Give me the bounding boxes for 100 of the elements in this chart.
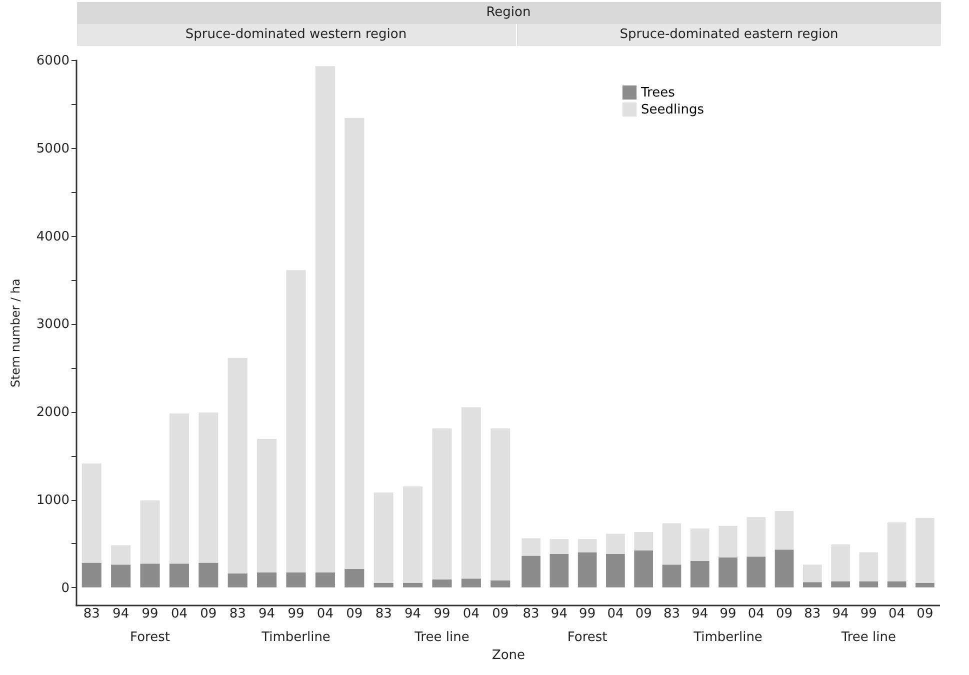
bar xyxy=(198,562,218,588)
bar xyxy=(228,573,248,588)
x-tick-label: 04 xyxy=(170,606,188,622)
bar xyxy=(662,564,682,588)
bar xyxy=(228,358,248,574)
text: Timberline xyxy=(260,630,330,645)
x-tick-label: 94 xyxy=(112,606,130,622)
text: Tree line xyxy=(414,630,470,645)
x-tick-label: 83 xyxy=(375,606,392,622)
bar xyxy=(859,581,878,588)
bar xyxy=(111,545,131,565)
bar xyxy=(774,510,794,550)
x-tick-label: 99 xyxy=(860,606,877,622)
y-axis-title: Stem number / ha xyxy=(8,278,22,388)
x-tick-label: 99 xyxy=(288,606,304,622)
x-tick-label: 09 xyxy=(635,606,652,622)
bar xyxy=(522,538,540,556)
y-tick-label: 4000 xyxy=(36,229,70,244)
x-tick-label: 83 xyxy=(663,606,680,622)
x-tick-label: 83 xyxy=(804,606,821,622)
bar xyxy=(169,564,189,588)
bar xyxy=(432,580,452,588)
bar xyxy=(578,539,597,552)
bar xyxy=(802,564,822,582)
bar xyxy=(887,522,906,582)
text: Forest xyxy=(567,630,608,645)
bar xyxy=(916,518,934,584)
bar xyxy=(140,564,160,588)
x-tick-label: 83 xyxy=(229,606,246,622)
bar xyxy=(286,270,306,572)
bar xyxy=(490,428,510,580)
bar xyxy=(578,552,597,588)
bar xyxy=(403,583,423,588)
bar xyxy=(257,572,277,588)
x-tick-label: 83 xyxy=(83,606,100,622)
x-tick-label: 09 xyxy=(346,606,363,622)
x-tick-label: 94 xyxy=(404,606,422,622)
x-tick-label: 94 xyxy=(692,606,708,622)
bar xyxy=(169,413,189,564)
bar xyxy=(831,544,850,582)
x-tick-label: 04 xyxy=(888,606,906,622)
x-tick-label: 09 xyxy=(492,606,509,622)
y-tick-label: 0 xyxy=(61,580,70,596)
bar xyxy=(522,556,540,588)
x-tick-label: 94 xyxy=(258,606,276,622)
bar xyxy=(344,118,364,569)
x-tick-label: 94 xyxy=(550,606,568,622)
bar xyxy=(831,581,850,588)
legend-label: Trees xyxy=(640,86,676,100)
bar xyxy=(461,407,481,579)
header-strip: Spruce-dominated eastern region xyxy=(516,24,940,46)
bar xyxy=(550,539,569,554)
bar xyxy=(374,492,394,584)
bar xyxy=(887,581,906,588)
bar xyxy=(432,428,452,580)
bar xyxy=(550,554,569,588)
x-axis-title: Zone xyxy=(490,648,526,662)
y-tick-label: 6000 xyxy=(36,54,70,68)
x-tick-label: 99 xyxy=(434,606,450,622)
text: Forest xyxy=(130,630,170,645)
y-tick-label: 2000 xyxy=(36,405,70,420)
bar xyxy=(634,550,654,588)
bar xyxy=(634,532,654,550)
bar xyxy=(82,562,102,588)
x-tick-label: 09 xyxy=(916,606,934,622)
bar xyxy=(374,583,394,588)
bar xyxy=(490,580,510,588)
bar xyxy=(198,412,218,563)
bar xyxy=(774,550,794,588)
x-tick-label: 99 xyxy=(720,606,736,622)
bar xyxy=(461,578,481,588)
bar xyxy=(746,517,766,557)
bar xyxy=(344,568,364,588)
bar xyxy=(718,526,738,558)
y-tick-label: 1000 xyxy=(36,493,70,508)
bar xyxy=(746,556,766,588)
bar xyxy=(140,500,160,564)
legend-label: Seedlings xyxy=(641,102,704,118)
bar xyxy=(802,582,822,588)
text: Timberline xyxy=(692,630,762,645)
bar xyxy=(718,558,738,588)
x-tick-label: 04 xyxy=(748,606,764,622)
x-tick-label: 83 xyxy=(522,606,540,622)
x-tick-label: 09 xyxy=(776,606,793,622)
bar xyxy=(82,463,102,563)
bar xyxy=(315,66,335,572)
header-strip: Spruce-dominated western region xyxy=(76,24,516,46)
x-tick-label: 04 xyxy=(607,606,624,622)
header-strip: Region xyxy=(76,2,940,24)
x-tick-label: 04 xyxy=(462,606,480,622)
bar xyxy=(606,534,625,554)
bar xyxy=(859,552,878,582)
bar xyxy=(286,572,306,588)
y-tick-label: 3000 xyxy=(36,317,70,332)
bar xyxy=(690,561,710,588)
bar xyxy=(257,438,277,572)
bar xyxy=(315,572,335,588)
text: Tree line xyxy=(840,630,896,645)
bar xyxy=(916,583,934,588)
x-tick-label: 04 xyxy=(316,606,334,622)
